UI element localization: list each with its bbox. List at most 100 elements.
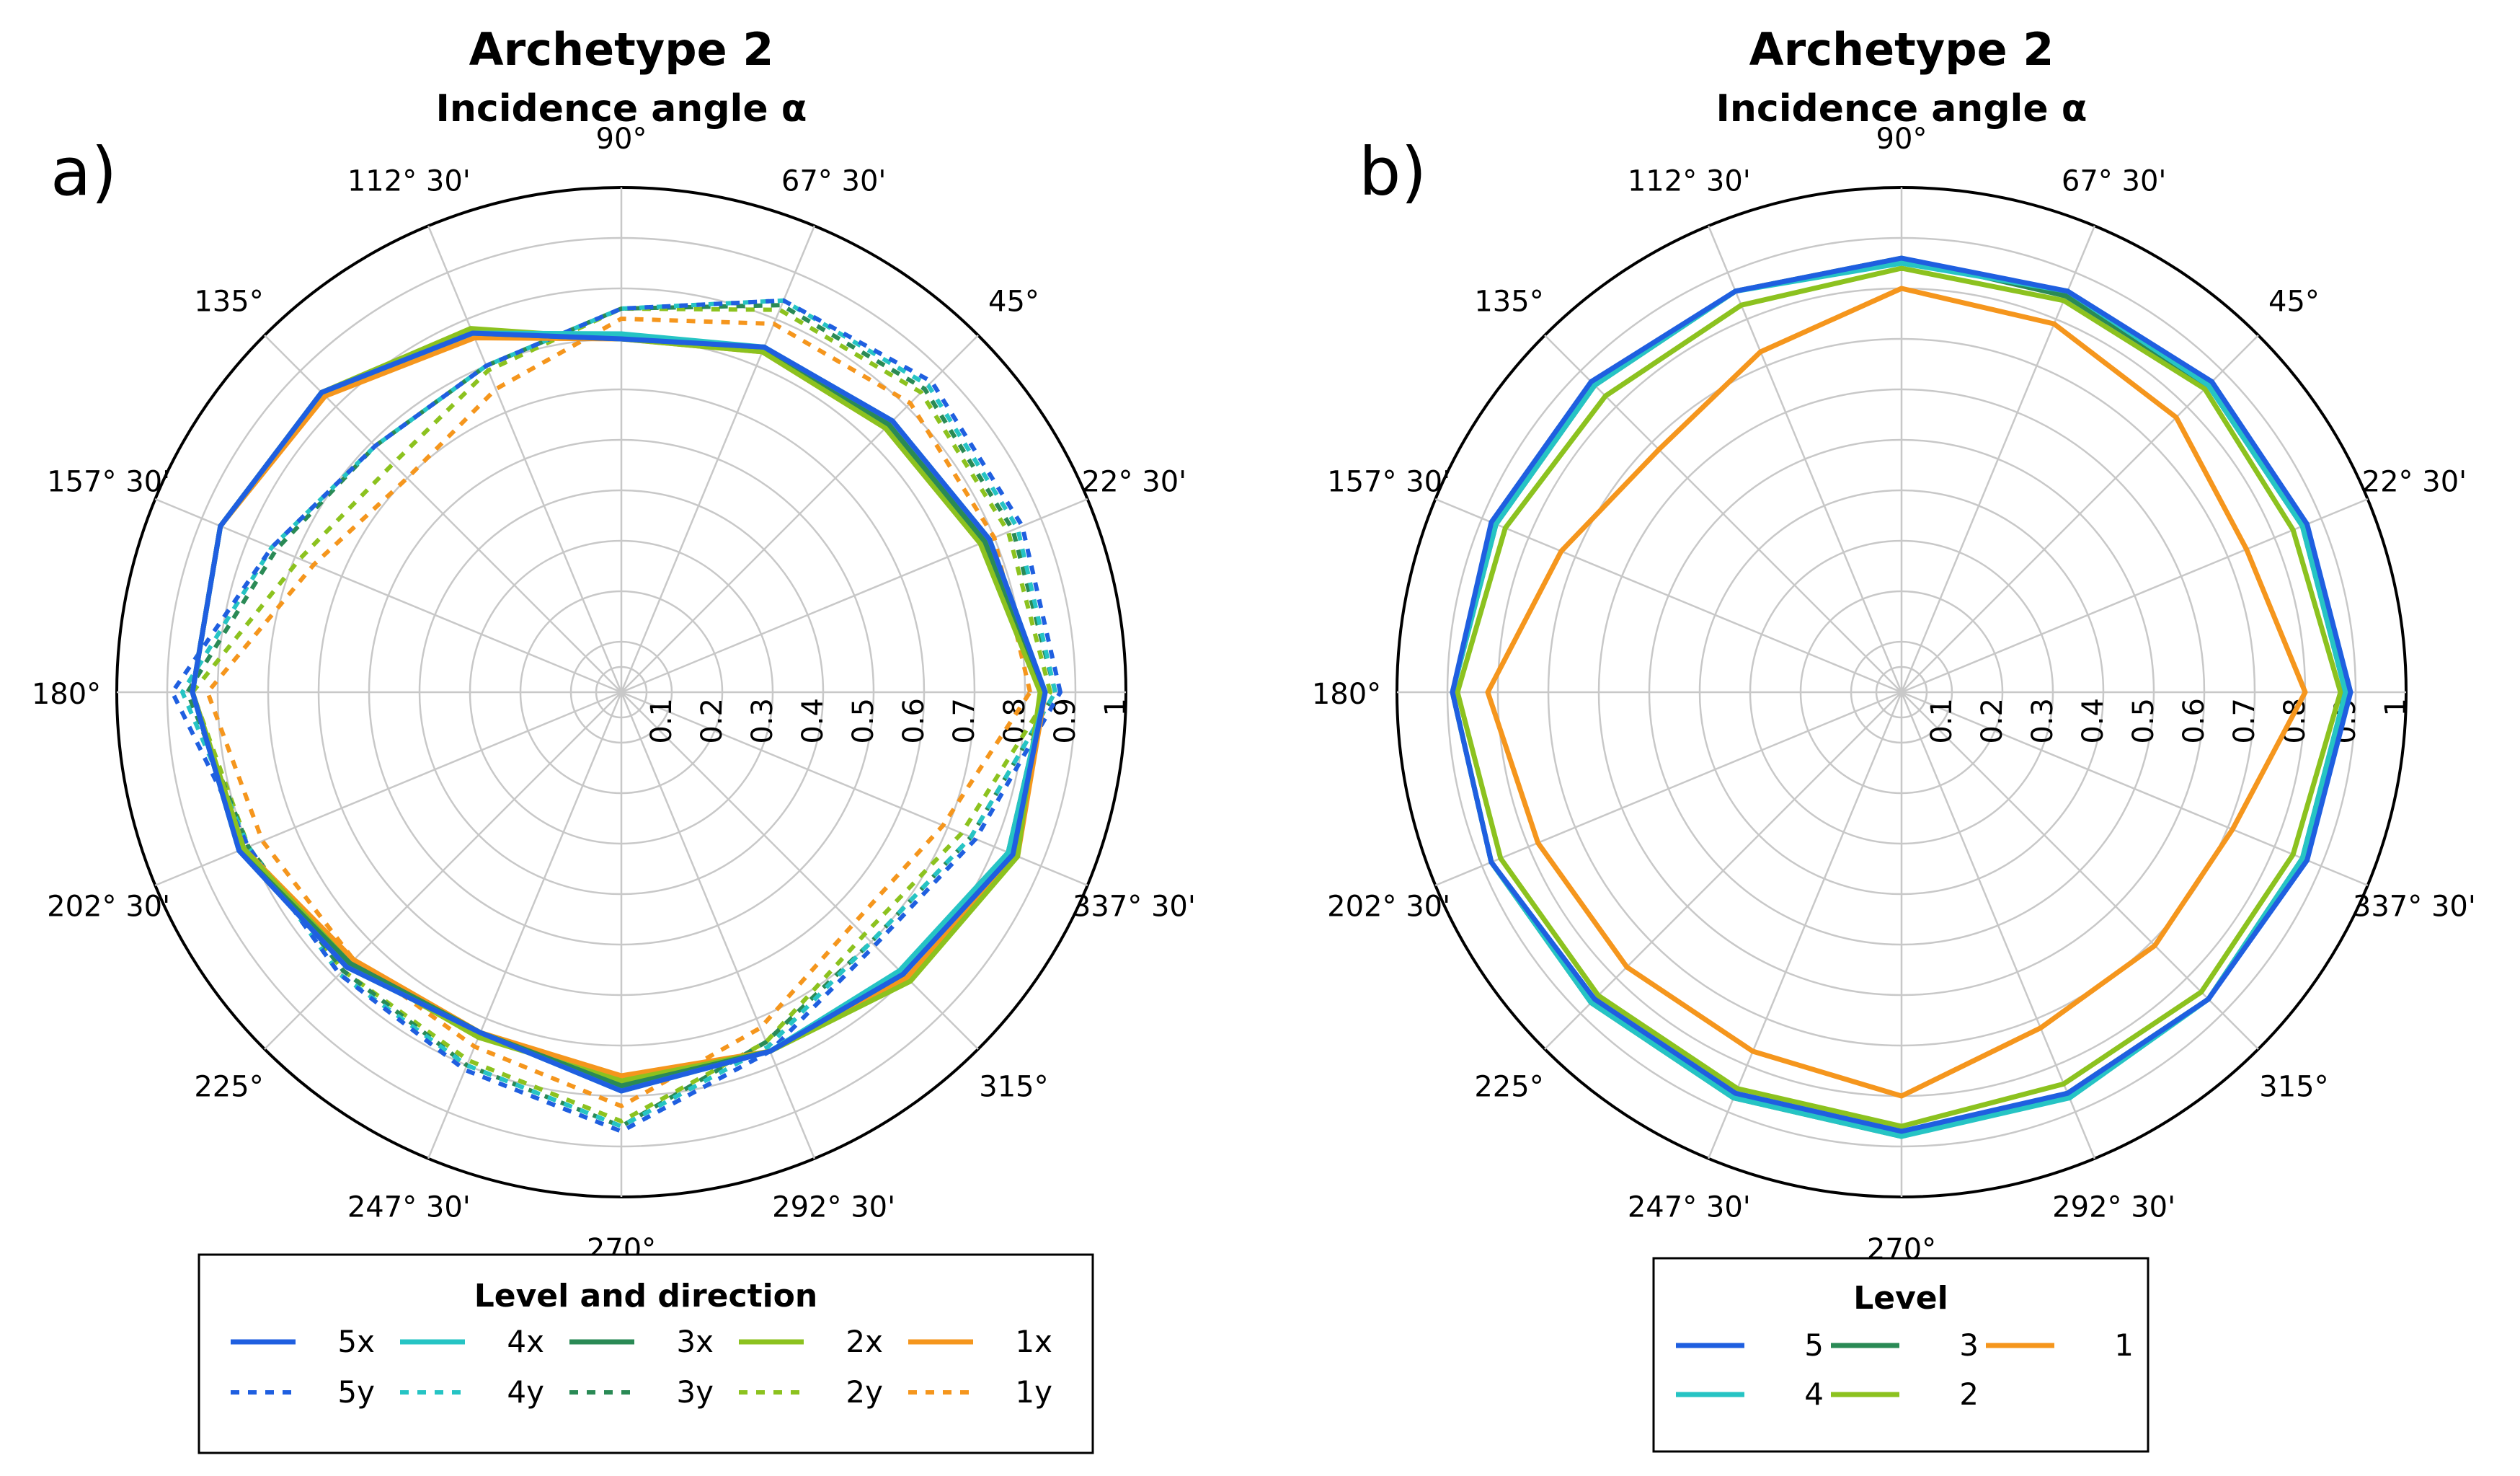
chart-title: Archetype 2 — [1749, 23, 2054, 76]
angle-tick-label: 315° — [2259, 1070, 2328, 1103]
grid-spoke — [621, 691, 979, 1050]
radial-tick-label: 0.7 — [948, 698, 981, 744]
series-line-3y — [185, 303, 1057, 1128]
legend-label: 4y — [507, 1374, 544, 1410]
angle-tick-label: 45° — [988, 286, 1039, 319]
grid-spoke — [1434, 691, 1902, 887]
radial-tick-label: 0.2 — [696, 698, 729, 744]
legend-label: 2y — [846, 1374, 883, 1410]
grid-spoke — [427, 225, 623, 693]
legend-label: 5 — [1804, 1327, 1824, 1363]
radial-tick-label: 0.7 — [2228, 698, 2261, 744]
radial-tick-label: 0.6 — [2178, 698, 2211, 744]
chart-subtitle: Incidence angle α — [1716, 87, 2088, 131]
legend: Level and direction 5x 4x 3x 2x 1x 5y 4y 3y 2y 1y — [198, 1253, 1094, 1454]
grid-spoke — [1900, 691, 2096, 1159]
grid-spoke — [1707, 225, 1903, 693]
series-line-5y — [170, 298, 1062, 1133]
legend-label: 3y — [676, 1374, 714, 1410]
series-line-5x — [190, 330, 1048, 1094]
angle-tick-label: 90° — [1876, 123, 1927, 156]
angle-tick-label: 292° 30' — [772, 1190, 895, 1224]
grid-spoke — [427, 691, 623, 1159]
grid-spoke — [1901, 691, 2259, 1050]
radial-tick-label: 0.4 — [2077, 698, 2110, 744]
grid-spoke — [154, 691, 622, 887]
grid-spoke — [1900, 225, 2096, 693]
grid-spoke — [620, 691, 816, 1159]
series-group — [1450, 255, 2353, 1139]
legend-label: 1y — [1015, 1374, 1052, 1410]
grid-spoke — [1544, 691, 1902, 1050]
series-group — [170, 298, 1062, 1133]
angle-tick-label: 157° 30' — [47, 465, 170, 498]
grid-spoke — [621, 335, 979, 693]
radial-tick-label: 0.5 — [2127, 698, 2160, 744]
radial-tick-label: 0.5 — [847, 698, 880, 744]
grid-spoke — [1901, 691, 2369, 887]
grid-spoke — [264, 691, 622, 1050]
angle-tick-label: 247° 30' — [1628, 1190, 1751, 1224]
series-line-4y — [180, 298, 1057, 1128]
grid-spoke — [620, 225, 816, 693]
series-line-1y — [205, 317, 1032, 1108]
angle-tick-label: 202° 30' — [47, 891, 170, 924]
angle-tick-label: 337° 30' — [2353, 891, 2476, 924]
legend-title: Level and direction — [474, 1278, 818, 1314]
angle-tick-label: 45° — [2268, 286, 2320, 319]
angle-tick-label: 112° 30' — [347, 165, 471, 198]
radial-tick-label: 0.1 — [1925, 698, 1958, 744]
series-line-1 — [1485, 286, 2308, 1099]
grid-spoke — [1707, 691, 1903, 1159]
grid-spoke — [621, 498, 1088, 694]
angle-tick-label: 157° 30' — [1327, 465, 1450, 498]
panel-label: a) — [50, 133, 117, 211]
angle-tick-label: 225° — [1474, 1070, 1543, 1103]
legend: Level 5 3 1 4 2 — [1652, 1257, 2149, 1453]
legend-label: 1x — [1015, 1324, 1052, 1359]
angle-tick-label: 202° 30' — [1327, 891, 1450, 924]
legend-label: 4x — [507, 1324, 544, 1359]
angle-tick-label: 225° — [194, 1070, 263, 1103]
legend-title: Level — [1853, 1280, 1948, 1317]
angle-tick-label: 22° 30' — [1082, 465, 1187, 498]
grid-spoke — [1901, 335, 2259, 693]
legend-label: 3 — [1959, 1327, 1979, 1363]
angle-tick-label: 292° 30' — [2052, 1190, 2175, 1224]
angle-tick-label: 135° — [194, 286, 263, 319]
angle-tick-label: 67° 30' — [781, 165, 887, 198]
angle-tick-label: 180° — [1312, 678, 1381, 711]
chart-title: Archetype 2 — [469, 23, 774, 76]
radial-tick-label: 0.8 — [998, 698, 1031, 744]
grid-spoke — [264, 335, 622, 693]
panel-label: b) — [1359, 133, 1427, 211]
legend-box — [198, 1253, 1094, 1454]
radial-tick-label: 0.4 — [797, 698, 830, 744]
angle-tick-label: 135° — [1474, 286, 1543, 319]
radial-tick-label: 0.3 — [2026, 698, 2059, 744]
angle-tick-label: 247° 30' — [347, 1190, 471, 1224]
angle-tick-label: 337° 30' — [1073, 891, 1196, 924]
angle-tick-label: 67° 30' — [2062, 165, 2167, 198]
polar-grid — [1396, 186, 2408, 1198]
angle-tick-label: 315° — [979, 1070, 1048, 1103]
angle-tick-label: 180° — [32, 678, 101, 711]
legend-label: 4 — [1804, 1376, 1824, 1412]
series-line-5 — [1450, 255, 2353, 1134]
legend-box — [1652, 1257, 2149, 1453]
radial-tick-label: 1 — [2379, 698, 2413, 716]
angle-tick-label: 22° 30' — [2362, 465, 2467, 498]
grid-spoke — [1434, 498, 1902, 694]
series-line-2 — [1455, 265, 2343, 1129]
legend-label: 2x — [846, 1324, 883, 1359]
legend-label: 5x — [337, 1324, 375, 1359]
polar-chart-a: Archetype 2 Incidence angle α a) 22° 30' 45°… — [32, 23, 1196, 1454]
radial-tick-label: 0.1 — [645, 698, 678, 744]
grid-spoke — [154, 498, 622, 694]
legend-label: 2 — [1959, 1376, 1979, 1412]
grid-spoke — [1901, 498, 2369, 694]
angle-tick-label: 112° 30' — [1628, 165, 1751, 198]
chart-subtitle: Incidence angle α — [436, 87, 807, 131]
radial-tick-label: 0.2 — [1976, 698, 2009, 744]
